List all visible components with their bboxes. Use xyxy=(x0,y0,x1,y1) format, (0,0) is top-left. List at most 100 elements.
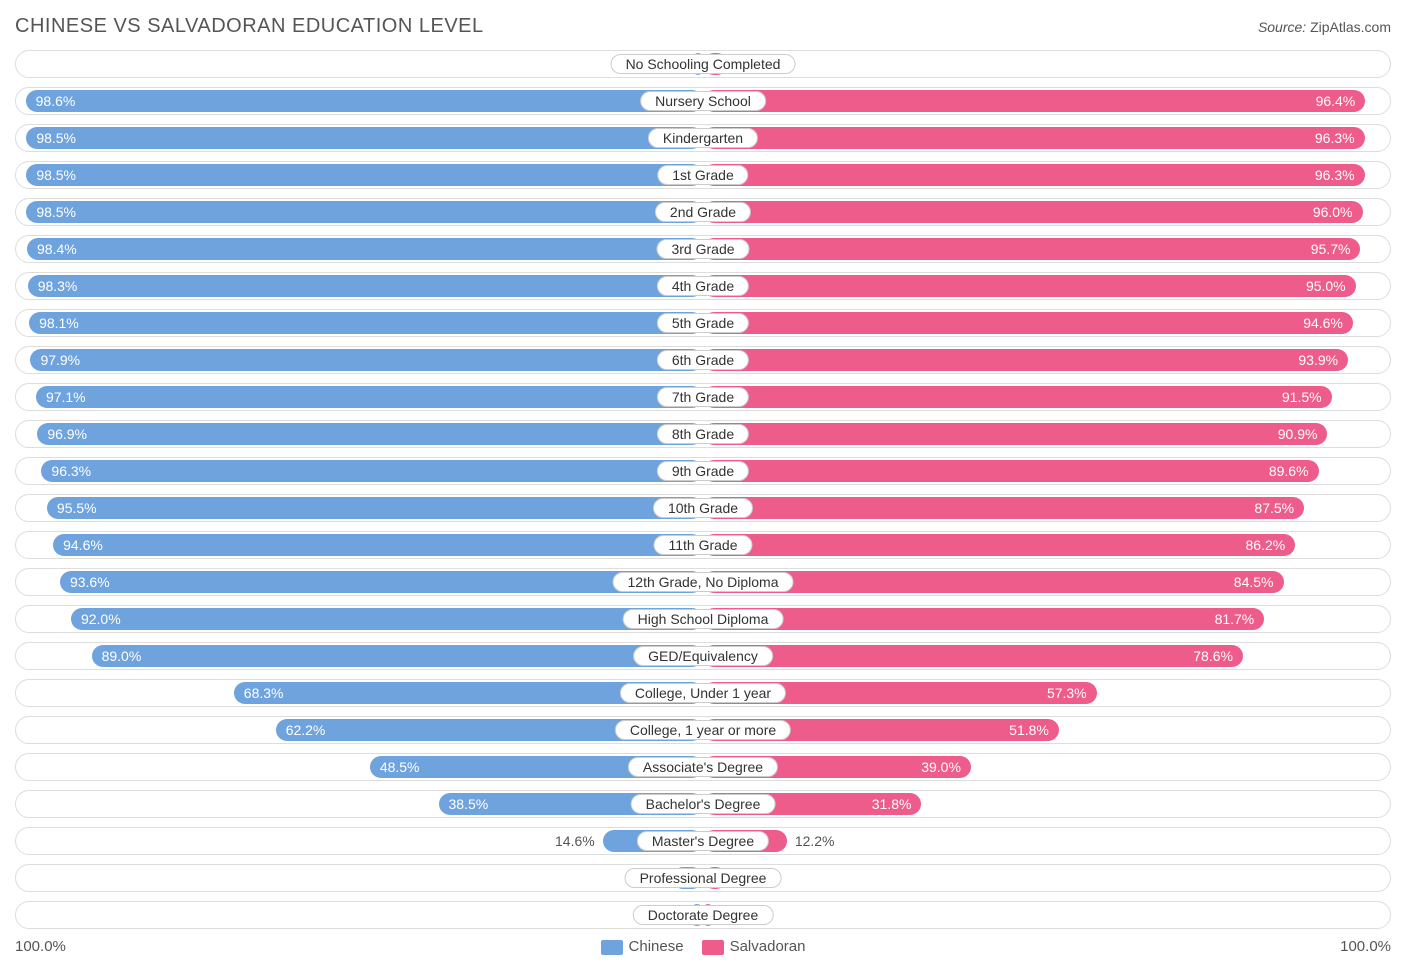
chart-row: 89.0%78.6%GED/Equivalency xyxy=(15,642,1391,670)
chart-header: CHINESE VS SALVADORAN EDUCATION LEVEL So… xyxy=(15,15,1391,38)
bar-right: 93.9% xyxy=(703,349,1348,371)
chart-row: 97.1%91.5%7th Grade xyxy=(15,383,1391,411)
legend-label-left: Chinese xyxy=(629,938,684,955)
bar-right: 95.0% xyxy=(703,275,1356,297)
value-right: 78.6% xyxy=(1193,648,1233,664)
value-left: 92.0% xyxy=(81,611,121,627)
value-right: 84.5% xyxy=(1234,574,1274,590)
legend-item-right: Salvadoran xyxy=(702,938,806,955)
bar-right: 81.7% xyxy=(703,608,1264,630)
bar-right: 89.6% xyxy=(703,460,1319,482)
value-left: 14.6% xyxy=(555,833,595,849)
category-label: Doctorate Degree xyxy=(633,905,774,925)
value-left: 98.5% xyxy=(36,130,76,146)
bar-left: 95.5% xyxy=(47,497,703,519)
bar-left: 98.5% xyxy=(26,164,703,186)
category-label: Associate's Degree xyxy=(628,757,778,777)
category-label: 5th Grade xyxy=(657,313,749,333)
category-label: 8th Grade xyxy=(657,424,749,444)
bar-right: 96.3% xyxy=(703,127,1365,149)
bar-left: 98.6% xyxy=(26,90,703,112)
chart-row: 98.6% 96.4% Nursery School xyxy=(15,87,1391,115)
chart-row: 97.9%93.9%6th Grade xyxy=(15,346,1391,374)
bar-right: 90.9% xyxy=(703,423,1327,445)
category-label: College, Under 1 year xyxy=(620,683,786,703)
source-label: Source: xyxy=(1258,19,1306,35)
value-right: 81.7% xyxy=(1215,611,1255,627)
legend-item-left: Chinese xyxy=(601,938,684,955)
category-label: High School Diploma xyxy=(623,609,784,629)
category-label: Professional Degree xyxy=(625,868,782,888)
bar-left: 98.1% xyxy=(29,312,703,334)
value-right: 39.0% xyxy=(921,759,961,775)
value-right: 94.6% xyxy=(1303,315,1343,331)
bar-right: 96.0% xyxy=(703,201,1363,223)
bar-left: 97.1% xyxy=(36,386,703,408)
bar-left: 98.4% xyxy=(27,238,703,260)
chart-row: 4.5%3.5%Professional Degree xyxy=(15,864,1391,892)
value-right: 96.0% xyxy=(1313,204,1353,220)
category-label: 9th Grade xyxy=(657,461,749,481)
chart-row: 98.5%96.3%Kindergarten xyxy=(15,124,1391,152)
chart-row: 93.6% 84.5% 12th Grade, No Diploma xyxy=(15,568,1391,596)
chart-row: 98.3%95.0%4th Grade xyxy=(15,272,1391,300)
chart-row: 38.5%31.8%Bachelor's Degree xyxy=(15,790,1391,818)
chart-footer: 100.0% Chinese Salvadoran 100.0% xyxy=(15,938,1391,955)
chart-row: 98.5%96.0%2nd Grade xyxy=(15,198,1391,226)
category-label: 12th Grade, No Diploma xyxy=(613,572,794,592)
category-label: Nursery School xyxy=(640,91,766,111)
value-right: 31.8% xyxy=(872,796,912,812)
category-label: 7th Grade xyxy=(657,387,749,407)
source-value: ZipAtlas.com xyxy=(1310,19,1391,35)
bar-left: 94.6% xyxy=(53,534,703,556)
bar-right: 86.2% xyxy=(703,534,1295,556)
bar-right: 96.4% xyxy=(703,90,1365,112)
category-label: 10th Grade xyxy=(653,498,753,518)
bar-left: 98.5% xyxy=(26,201,703,223)
chart-row: 94.6% 86.2% 11th Grade xyxy=(15,531,1391,559)
chart-row: 98.1% 94.6% 5th Grade xyxy=(15,309,1391,337)
diverging-bar-chart: 1.5%3.7%No Schooling Completed 98.6% 96.4%… xyxy=(15,50,1391,929)
chart-row: 98.4%95.7%3rd Grade xyxy=(15,235,1391,263)
legend: Chinese Salvadoran xyxy=(601,938,806,955)
value-left: 62.2% xyxy=(286,722,326,738)
chart-row: 96.9% 90.9% 8th Grade xyxy=(15,420,1391,448)
value-right: 90.9% xyxy=(1278,426,1318,442)
value-right: 89.6% xyxy=(1269,463,1309,479)
category-label: Master's Degree xyxy=(637,831,769,851)
bar-left: 92.0% xyxy=(71,608,703,630)
value-left: 96.3% xyxy=(51,463,91,479)
category-label: 11th Grade xyxy=(653,535,752,555)
chart-row: 96.3% 89.6% 9th Grade xyxy=(15,457,1391,485)
value-left: 89.0% xyxy=(102,648,142,664)
value-left: 97.9% xyxy=(40,352,80,368)
value-right: 86.2% xyxy=(1245,537,1285,553)
chart-row: 62.2% 51.8% College, 1 year or more xyxy=(15,716,1391,744)
value-left: 98.6% xyxy=(36,93,76,109)
bar-left: 93.6% xyxy=(60,571,703,593)
value-right: 95.0% xyxy=(1306,278,1346,294)
value-left: 98.1% xyxy=(39,315,79,331)
category-label: 1st Grade xyxy=(657,165,748,185)
chart-row: 48.5%39.0%Associate's Degree xyxy=(15,753,1391,781)
value-right: 96.4% xyxy=(1316,93,1356,109)
category-label: Bachelor's Degree xyxy=(631,794,776,814)
category-label: College, 1 year or more xyxy=(615,720,791,740)
value-right: 51.8% xyxy=(1009,722,1049,738)
legend-label-right: Salvadoran xyxy=(730,938,806,955)
bar-right: 87.5% xyxy=(703,497,1304,519)
bar-left: 96.3% xyxy=(41,460,703,482)
chart-row: 1.5%3.7%No Schooling Completed xyxy=(15,50,1391,78)
value-right: 93.9% xyxy=(1298,352,1338,368)
value-left: 98.5% xyxy=(36,204,76,220)
bar-left: 98.5% xyxy=(26,127,703,149)
chart-title: CHINESE VS SALVADORAN EDUCATION LEVEL xyxy=(15,15,484,38)
bar-left: 98.3% xyxy=(28,275,703,297)
value-left: 96.9% xyxy=(47,426,87,442)
legend-swatch-right xyxy=(702,940,724,955)
value-left: 68.3% xyxy=(244,685,284,701)
chart-row: 14.6%12.2%Master's Degree xyxy=(15,827,1391,855)
value-right: 96.3% xyxy=(1315,167,1355,183)
chart-row: 92.0% 81.7% High School Diploma xyxy=(15,605,1391,633)
value-right: 87.5% xyxy=(1254,500,1294,516)
